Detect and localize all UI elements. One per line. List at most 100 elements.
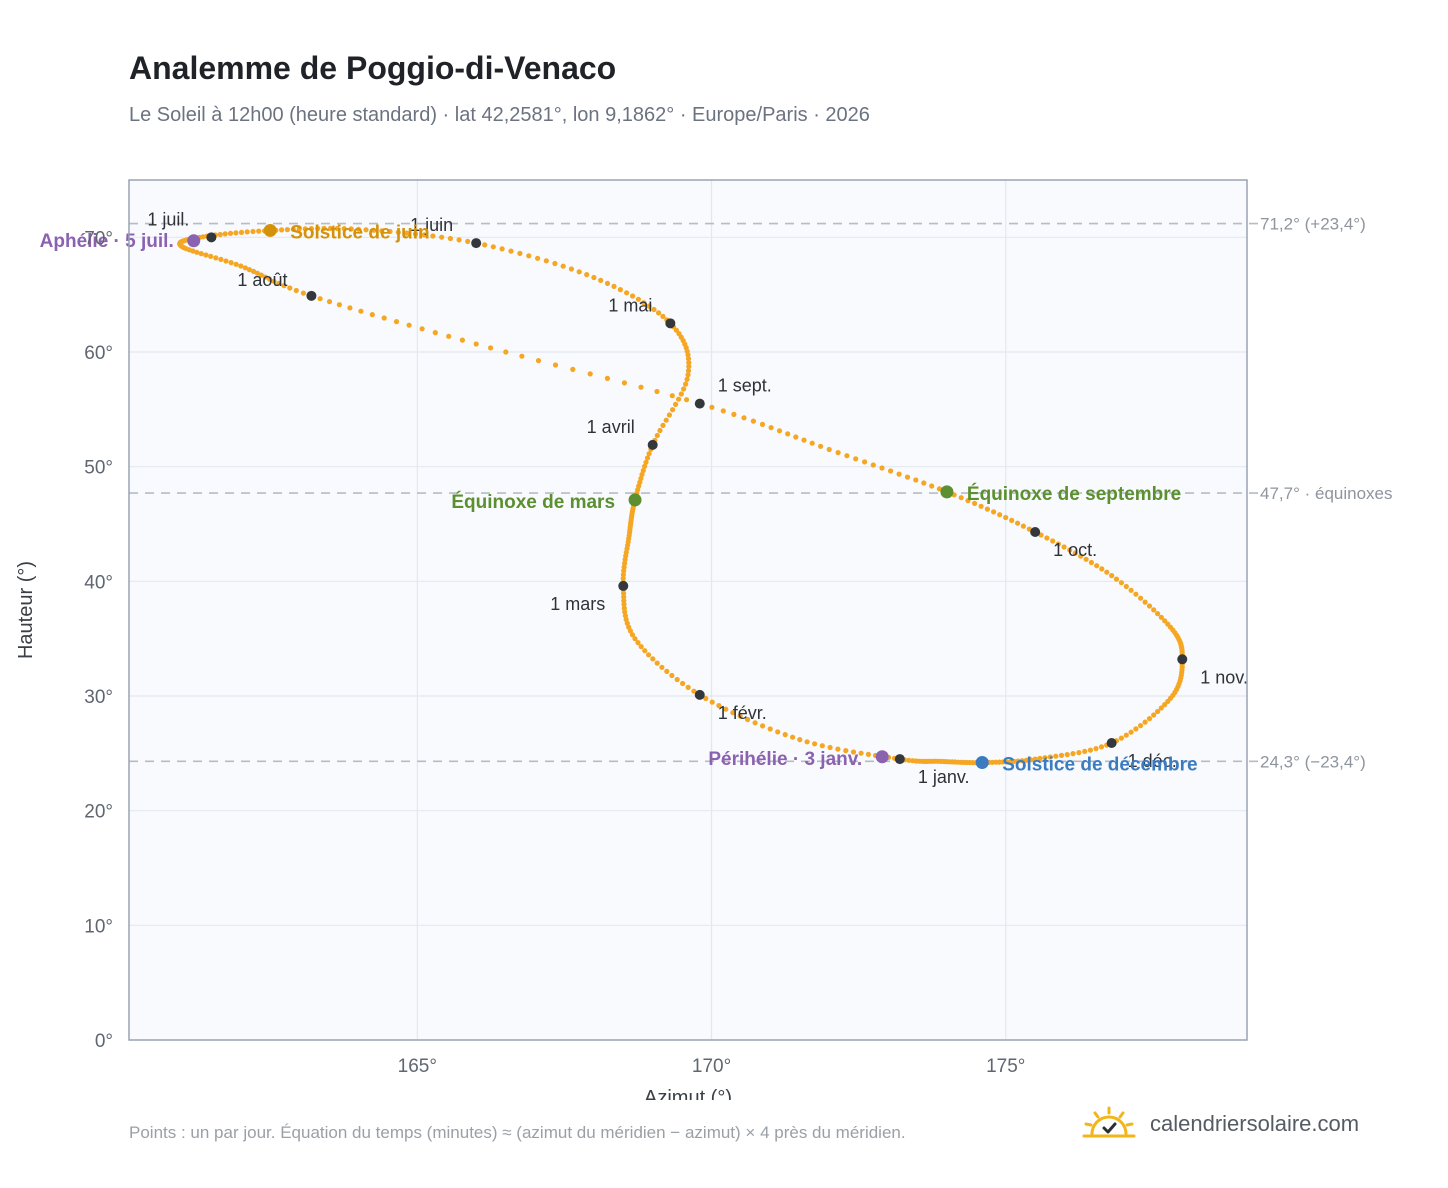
day-point [835,746,841,752]
day-point [447,235,453,242]
day-point [1088,559,1094,566]
day-point [642,648,648,654]
day-point [387,228,393,235]
day-point [456,237,462,243]
y-axis-title: Hauteur (°) [15,561,37,659]
month-markers: 1 janv. 1 févr. 1 mars 1 avril 1 mai 1 juin 1 … [147,209,1248,787]
y-tick-label: 40° [84,572,113,593]
day-point [685,356,692,362]
day-point [1146,716,1153,722]
day-point [1138,595,1144,601]
day-point [1009,517,1015,524]
day-point [843,748,849,754]
day-point [673,327,680,333]
event-marker [263,223,277,237]
day-point [723,706,729,712]
day-point [1055,541,1061,547]
day-point [432,330,438,336]
day-point [958,495,964,501]
day-point [379,228,385,234]
day-point [621,605,627,611]
day-point [659,664,665,670]
day-point [741,415,747,421]
day-point [1142,719,1148,725]
day-point [801,437,807,443]
day-point [519,353,525,359]
day-point [776,428,783,434]
day-point [1093,746,1099,752]
day-point [238,229,245,235]
day-point [853,456,859,462]
event-label: Équinoxe de mars [451,491,615,513]
month-marker [1030,527,1041,538]
day-point [656,310,662,316]
day-point [660,422,666,428]
x-axis-title: Azimut (°) [644,1087,732,1100]
day-point [673,401,679,407]
month-label: 1 avril [587,417,635,437]
day-point [490,244,496,250]
day-point [1011,758,1017,765]
day-point [1113,576,1120,582]
day-point [1028,757,1034,763]
day-point [1053,753,1059,759]
day-point [222,231,228,237]
day-point [363,227,369,233]
footnote: Points : un par jour. Équation du temps … [129,1123,906,1142]
day-point [657,427,663,434]
plot-frame [128,179,1248,1041]
day-point [421,232,427,238]
day-point [1078,553,1084,559]
month-marker [306,290,317,301]
day-point [1083,556,1089,562]
day-point [1138,723,1144,729]
day-point [552,362,559,368]
day-point [670,407,676,413]
day-point [1165,698,1171,705]
event-label: Périhélie · 3 janv. [708,749,862,770]
day-point [646,303,652,309]
day-point [543,258,549,264]
day-point [879,465,885,471]
day-point [862,459,868,465]
day-point [203,252,209,258]
month-label: 1 août [237,270,287,290]
y-tick-label: 20° [84,802,113,823]
day-point [1155,708,1161,715]
day-point [793,434,799,440]
day-point [991,509,997,515]
day-point [638,475,644,482]
day-point [326,299,333,305]
day-point [681,386,687,392]
day-point [419,326,425,332]
day-point [1070,751,1076,757]
day-point [228,260,234,266]
day-point [1158,705,1164,711]
day-point [321,225,327,231]
day-point [446,333,452,339]
day-point [785,431,791,437]
day-point [1123,732,1129,738]
day-point [250,268,257,274]
day-point [279,227,285,233]
day-point [381,315,387,321]
day-point [620,575,626,582]
reference-line-label: 24,3° (−23,4°) [1260,752,1366,771]
day-point [1042,755,1048,761]
day-point [570,366,576,372]
day-point [617,287,624,293]
day-point [850,749,857,755]
day-point [508,248,514,254]
day-point [666,412,673,418]
month-marker [694,689,705,700]
reference-lines: 71,2° (+23,4°) 47,7° · équinoxes 24,3° (−2… [129,215,1393,771]
day-point [358,308,364,314]
day-point [643,459,649,465]
y-tick-label: 0° [95,1031,113,1052]
month-marker [618,580,629,591]
day-point [256,228,262,234]
day-point [266,276,273,282]
day-point [1162,702,1168,708]
day-point [632,636,638,642]
day-point [1094,563,1100,569]
